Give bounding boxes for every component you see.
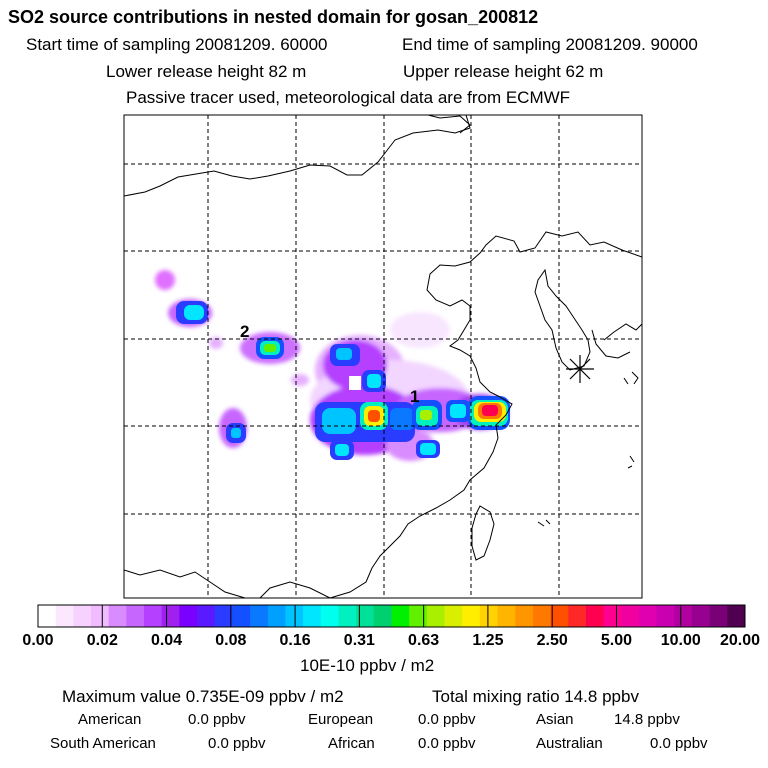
colorbar-swatch bbox=[232, 605, 251, 627]
cell-cyan bbox=[450, 404, 466, 418]
region-name-australian: Australian bbox=[536, 735, 603, 752]
colorbar-tick-label: 0.16 bbox=[279, 632, 311, 649]
colorbar-tick-label: 5.00 bbox=[600, 632, 633, 649]
start-sampling-label: Start time of sampling 20081209. 60000 bbox=[26, 35, 328, 54]
region-name-south-american: South American bbox=[50, 735, 156, 752]
colorbar-tick-label: 0.04 bbox=[150, 632, 183, 649]
colorbar-swatch bbox=[338, 605, 357, 627]
colorbar-swatch bbox=[479, 605, 499, 627]
colorbar-swatch bbox=[144, 605, 163, 627]
colorbar-tick-label: 1.25 bbox=[472, 632, 504, 649]
colorbar-frame bbox=[37, 604, 746, 628]
source-label-1: 1 bbox=[410, 387, 419, 406]
colorbar-swatch bbox=[267, 605, 286, 627]
colorbar-tick-label: 10.00 bbox=[660, 632, 701, 649]
colorbar-tick-label: 0.00 bbox=[22, 632, 54, 649]
region-value-american: 0.0 ppbv bbox=[188, 711, 246, 728]
region-name-african: African bbox=[328, 735, 375, 752]
colorbar-swatch bbox=[214, 605, 233, 627]
colorbar-swatch bbox=[55, 605, 74, 627]
colorbar-swatch bbox=[515, 605, 534, 627]
colorbar-swatch bbox=[585, 605, 605, 627]
cell-cyan bbox=[184, 305, 204, 320]
colorbar-swatch bbox=[285, 605, 304, 627]
white-gap bbox=[349, 376, 361, 390]
source-label-2: 2 bbox=[240, 322, 249, 341]
colorbar-unit: 10E-10 ppbv / m2 bbox=[300, 656, 435, 675]
region-value-asian: 14.8 ppbv bbox=[614, 711, 680, 728]
colorbar-swatch bbox=[426, 605, 446, 627]
upper-release-label: Upper release height 62 m bbox=[403, 62, 604, 81]
colorbar-swatch bbox=[727, 605, 746, 627]
cell-green bbox=[420, 410, 432, 420]
colorbar-swatch bbox=[497, 605, 516, 627]
colorbar-swatch bbox=[603, 605, 622, 627]
colorbar-swatch bbox=[638, 605, 658, 627]
cell-cyan bbox=[231, 428, 241, 438]
colorbar-swatch bbox=[303, 605, 322, 627]
cell-red bbox=[368, 410, 380, 422]
region-value-south-american: 0.0 ppbv bbox=[208, 735, 266, 752]
colorbar-tick-label: 0.02 bbox=[86, 632, 118, 649]
cell-cyan bbox=[335, 444, 349, 456]
region-value-australian: 0.0 ppbv bbox=[650, 735, 708, 752]
colorbar-swatch bbox=[73, 605, 92, 627]
colorbar-swatch bbox=[674, 605, 693, 627]
cell-cyan bbox=[336, 348, 352, 360]
colorbar-swatch bbox=[38, 605, 57, 627]
map-frame bbox=[123, 114, 643, 599]
colorbar-swatch bbox=[126, 605, 145, 627]
colorbar-swatch bbox=[250, 605, 269, 627]
colorbar-swatch bbox=[532, 605, 552, 627]
max-value-label: Maximum value 0.735E-09 ppbv / m2 bbox=[62, 687, 344, 706]
cell-blue bbox=[390, 408, 414, 430]
colorbar-tick-label: 0.31 bbox=[343, 632, 375, 649]
region-value-european: 0.0 ppbv bbox=[418, 711, 476, 728]
colorbar-swatch bbox=[656, 605, 675, 627]
page-title: SO2 source contributions in nested domai… bbox=[8, 7, 539, 27]
map-figure: 1 2 bbox=[37, 114, 746, 628]
colorbar bbox=[37, 604, 746, 628]
cell-cyan bbox=[367, 374, 381, 388]
total-mixing-label: Total mixing ratio 14.8 ppbv bbox=[432, 687, 639, 706]
graticule bbox=[124, 115, 642, 598]
colorbar-swatch bbox=[444, 605, 463, 627]
lower-release-label: Lower release height 82 m bbox=[106, 62, 307, 81]
colorbar-swatch bbox=[197, 605, 216, 627]
region-name-asian: Asian bbox=[536, 711, 574, 728]
colorbar-tick-label: 2.50 bbox=[536, 632, 568, 649]
cell-cyan bbox=[322, 408, 356, 434]
colorbar-swatch bbox=[356, 605, 375, 627]
region-name-american: American bbox=[78, 711, 142, 728]
colorbar-tick-label: 0.63 bbox=[408, 632, 440, 649]
cell-cyan bbox=[420, 443, 436, 455]
cell-green bbox=[264, 344, 276, 352]
colorbar-swatch bbox=[391, 605, 410, 627]
colorbar-swatch bbox=[161, 605, 180, 627]
colorbar-swatch bbox=[91, 605, 110, 627]
end-sampling-label: End time of sampling 20081209. 90000 bbox=[402, 35, 698, 54]
colorbar-swatch bbox=[373, 605, 392, 627]
colorbar-swatch bbox=[409, 605, 428, 627]
region-value-african: 0.0 ppbv bbox=[418, 735, 476, 752]
region-name-european: European bbox=[308, 711, 374, 728]
colorbar-swatch bbox=[709, 605, 728, 627]
receptor-star-icon bbox=[566, 355, 594, 383]
colorbar-swatch bbox=[108, 605, 127, 627]
colorbar-swatch bbox=[179, 605, 198, 627]
colorbar-swatch bbox=[568, 605, 587, 627]
cell-red bbox=[482, 405, 498, 416]
colorbar-swatch bbox=[621, 605, 640, 627]
colorbar-swatch bbox=[462, 605, 481, 627]
colorbar-swatch bbox=[320, 605, 339, 627]
colorbar-swatch bbox=[691, 605, 711, 627]
colorbar-tick-label: 0.08 bbox=[215, 632, 247, 649]
tracer-note: Passive tracer used, meteorological data… bbox=[126, 88, 571, 107]
colorbar-swatch bbox=[550, 605, 569, 627]
colorbar-tick-label: 20.00 bbox=[719, 632, 761, 649]
